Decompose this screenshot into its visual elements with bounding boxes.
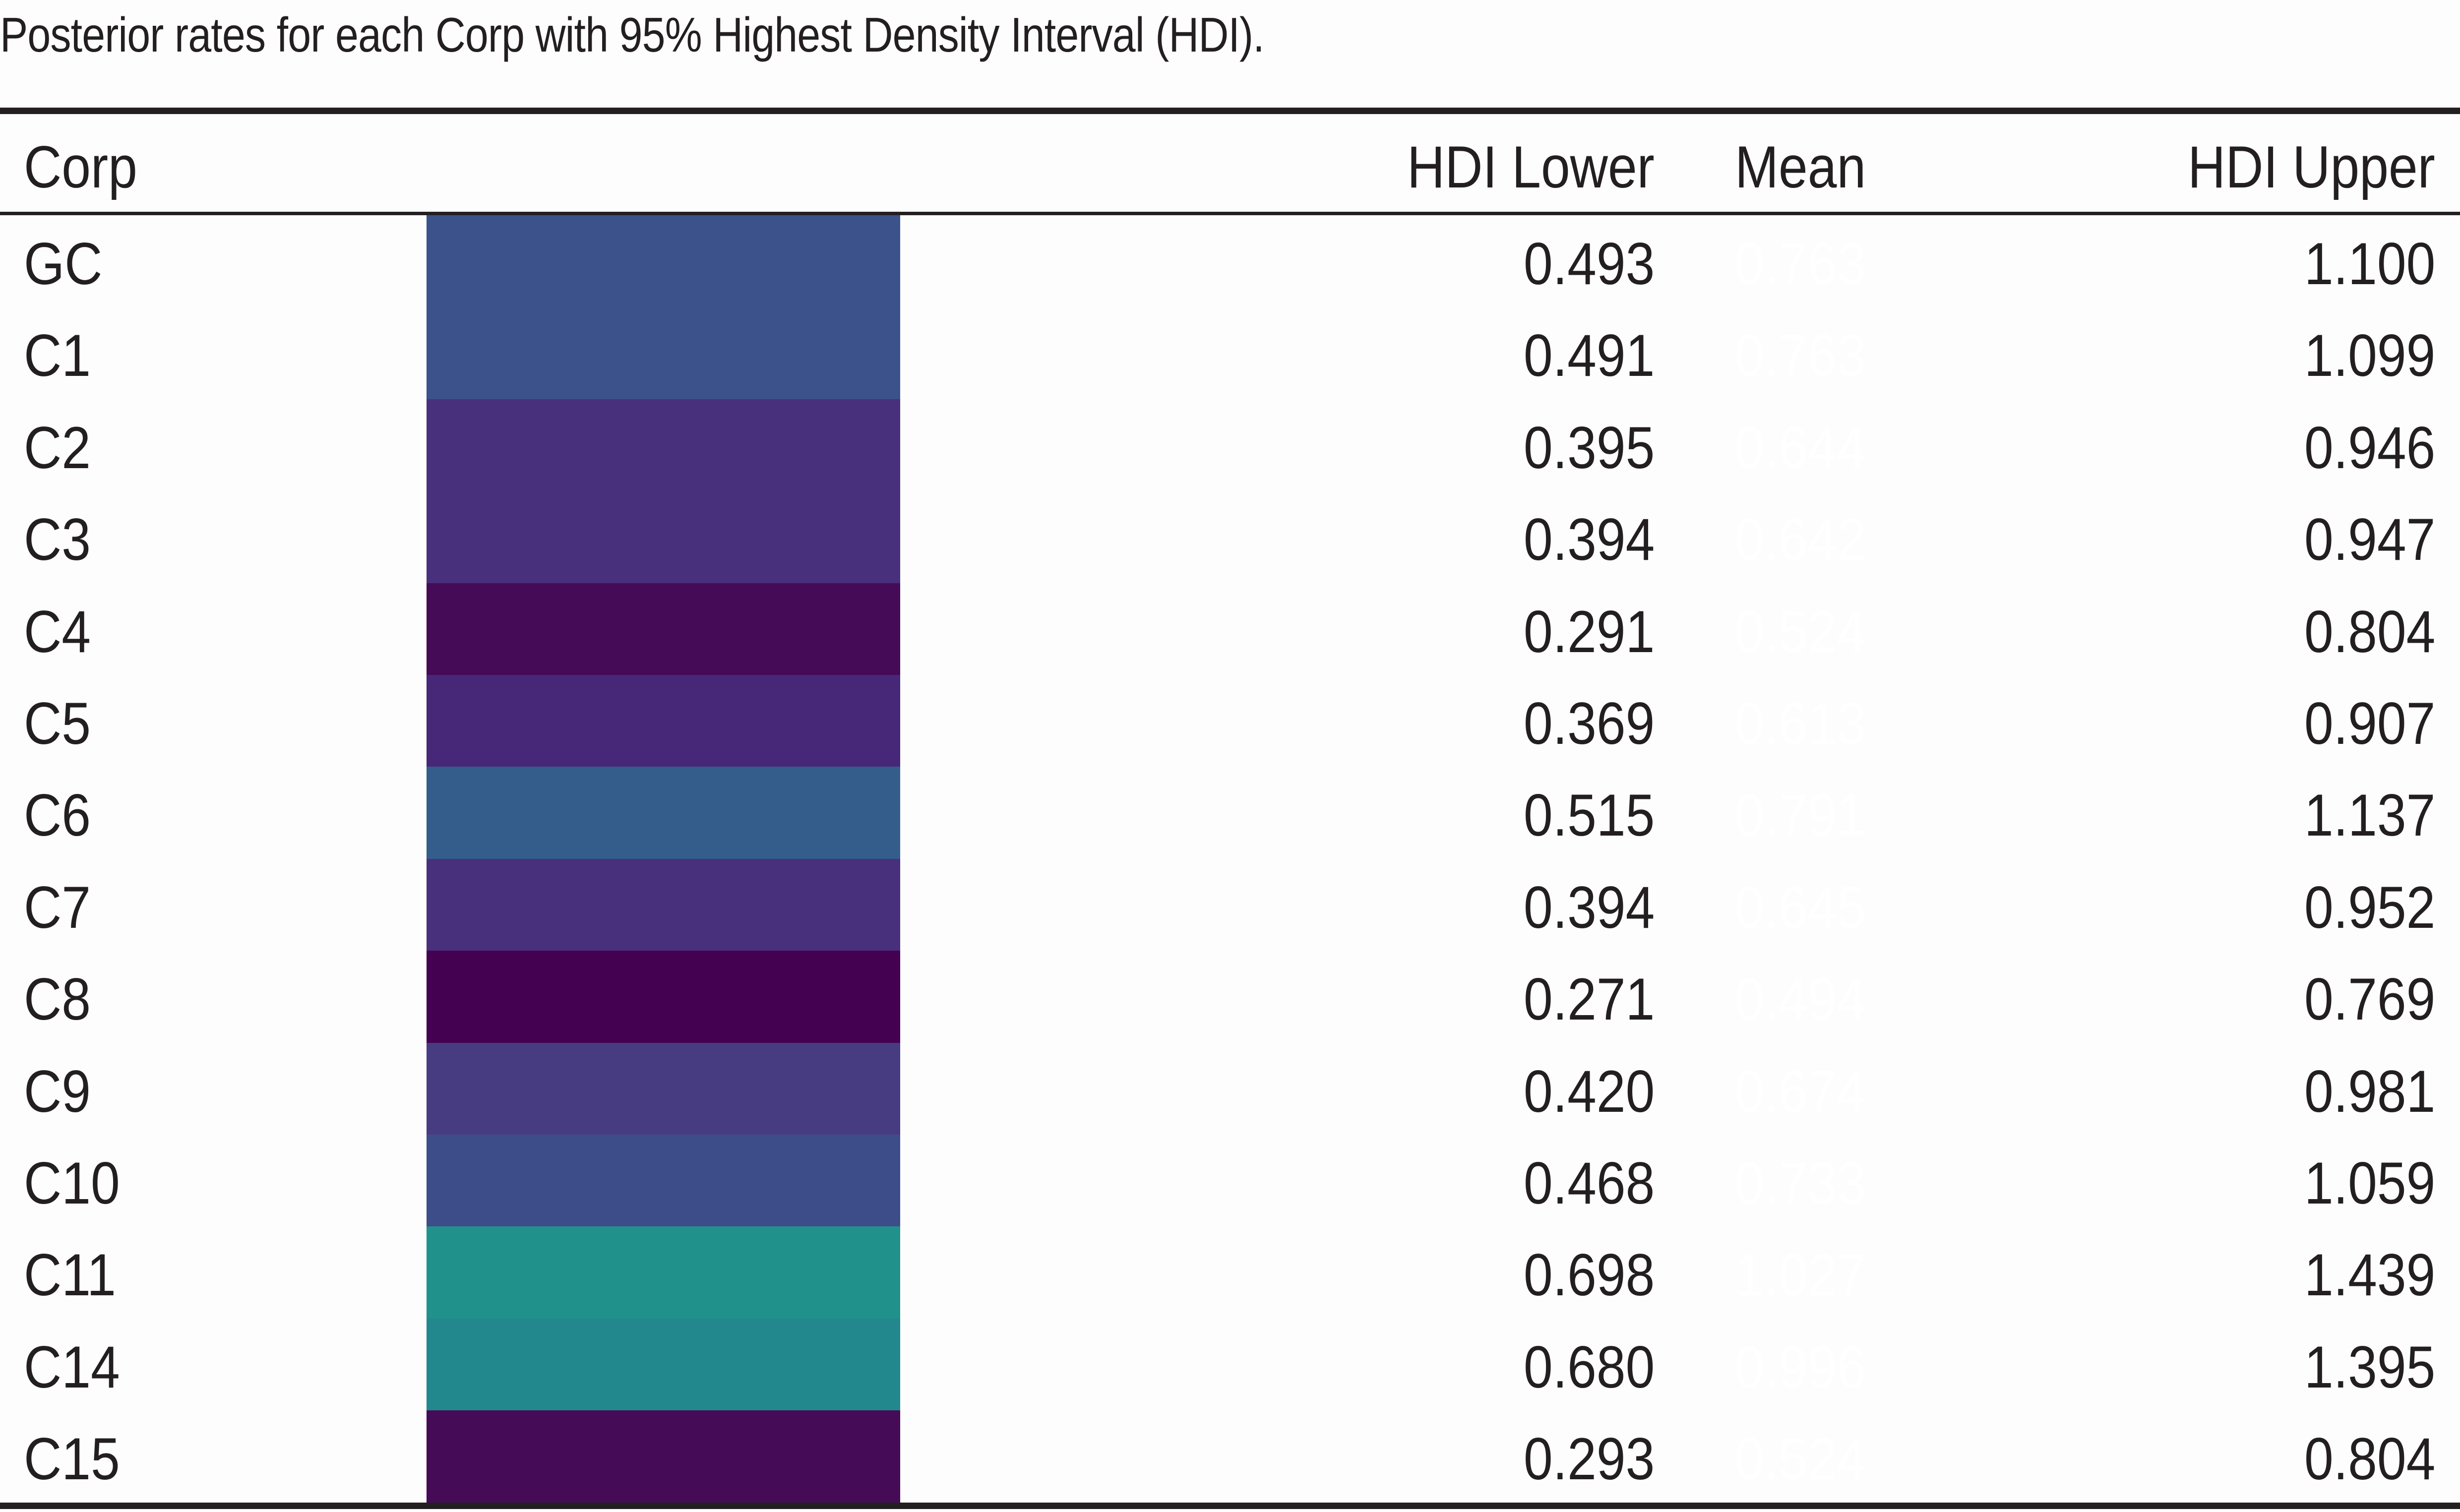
mean-heat-cell xyxy=(427,1226,900,1319)
table-top-rule xyxy=(0,108,2460,114)
cell-mean: 0.642 xyxy=(1734,506,1866,573)
cell-hdi-lower: 0.394 xyxy=(1523,874,1655,941)
mean-heat-cell xyxy=(427,1042,900,1135)
cell-mean: 0.996 xyxy=(1734,1333,1866,1400)
table-row: C8 0.494 0.271 0.769 xyxy=(0,951,2460,1043)
cell-corp: C10 xyxy=(24,1150,120,1216)
mean-heat-cell xyxy=(427,1135,900,1227)
cell-mean: 0.494 xyxy=(1734,966,1866,1033)
cell-corp: C4 xyxy=(24,598,91,665)
header-hdi-upper: HDI Upper xyxy=(2188,134,2435,200)
header-hdi-lower: HDI Lower xyxy=(1407,134,1655,200)
cell-hdi-upper: 0.804 xyxy=(2304,598,2435,665)
cell-corp: C3 xyxy=(24,506,91,573)
cell-hdi-lower: 0.271 xyxy=(1523,966,1655,1033)
cell-mean: 0.645 xyxy=(1734,874,1866,941)
cell-hdi-lower: 0.515 xyxy=(1523,782,1655,849)
cell-mean: 0.763 xyxy=(1734,322,1866,389)
cell-mean: 0.791 xyxy=(1734,782,1866,849)
cell-hdi-upper: 0.952 xyxy=(2304,874,2435,941)
cell-corp: GC xyxy=(24,231,103,297)
cell-hdi-lower: 0.493 xyxy=(1523,231,1655,297)
cell-hdi-lower: 0.491 xyxy=(1523,322,1655,389)
cell-hdi-upper: 0.769 xyxy=(2304,966,2435,1033)
mean-heat-cell xyxy=(427,767,900,859)
table-caption: Posterior rates for each Corp with 95% H… xyxy=(0,7,1265,62)
table-header-row: Corp Mean HDI Lower HDI Upper xyxy=(0,115,2460,212)
cell-hdi-lower: 0.394 xyxy=(1523,506,1655,573)
cell-mean: 0.524 xyxy=(1734,1426,1866,1493)
mean-heat-cell xyxy=(427,858,900,951)
cell-hdi-upper: 0.946 xyxy=(2304,414,2435,481)
cell-hdi-lower: 0.395 xyxy=(1523,414,1655,481)
cell-hdi-upper: 0.981 xyxy=(2304,1058,2435,1125)
cell-corp: C14 xyxy=(24,1333,120,1400)
cell-corp: C9 xyxy=(24,1058,91,1125)
mean-heat-cell xyxy=(427,1410,900,1503)
cell-hdi-upper: 1.100 xyxy=(2304,231,2435,297)
cell-corp: C5 xyxy=(24,690,91,757)
cell-hdi-upper: 0.804 xyxy=(2304,1426,2435,1493)
table-row: C9 0.674 0.420 0.981 xyxy=(0,1042,2460,1135)
cell-hdi-upper: 1.099 xyxy=(2304,322,2435,389)
cell-mean: 0.613 xyxy=(1734,690,1866,757)
mean-heat-cell xyxy=(427,951,900,1043)
mean-heat-cell xyxy=(427,399,900,491)
cell-corp: C15 xyxy=(24,1426,120,1493)
mean-heat-cell xyxy=(427,491,900,584)
cell-hdi-upper: 1.395 xyxy=(2304,1333,2435,1400)
cell-corp: C1 xyxy=(24,322,91,389)
header-mean: Mean xyxy=(1734,134,1866,200)
cell-mean: 1.027 xyxy=(1734,1242,1866,1309)
table-row: C1 0.763 0.491 1.099 xyxy=(0,307,2460,400)
cell-hdi-upper: 1.059 xyxy=(2304,1150,2435,1216)
cell-hdi-lower: 0.420 xyxy=(1523,1058,1655,1125)
cell-mean: 0.763 xyxy=(1734,231,1866,297)
mean-heat-cell xyxy=(427,1318,900,1411)
mean-heat-cell xyxy=(427,583,900,675)
table-header-rule xyxy=(0,212,2460,215)
table-body: GC 0.763 0.493 1.100 C1 0.763 0.491 1.099 C2 0.64… xyxy=(0,215,2460,1503)
cell-corp: C2 xyxy=(24,414,91,481)
cell-hdi-lower: 0.698 xyxy=(1523,1242,1655,1309)
table-row: C14 0.996 0.680 1.395 xyxy=(0,1318,2460,1411)
cell-hdi-lower: 0.369 xyxy=(1523,690,1655,757)
table-row: C11 1.027 0.698 1.439 xyxy=(0,1226,2460,1319)
table-bottom-rule xyxy=(0,1503,2460,1509)
cell-hdi-upper: 0.947 xyxy=(2304,506,2435,573)
cell-hdi-lower: 0.468 xyxy=(1523,1150,1655,1216)
table-row: C6 0.791 0.515 1.137 xyxy=(0,767,2460,859)
mean-heat-cell xyxy=(427,215,900,307)
cell-mean: 0.674 xyxy=(1734,1058,1866,1125)
cell-hdi-lower: 0.291 xyxy=(1523,598,1655,665)
table-row: GC 0.763 0.493 1.100 xyxy=(0,215,2460,307)
table-row: C10 0.733 0.468 1.059 xyxy=(0,1135,2460,1227)
cell-hdi-upper: 0.907 xyxy=(2304,690,2435,757)
cell-mean: 0.524 xyxy=(1734,598,1866,665)
table-row: C5 0.613 0.369 0.907 xyxy=(0,675,2460,767)
cell-mean: 0.644 xyxy=(1734,414,1866,481)
cell-hdi-upper: 1.439 xyxy=(2304,1242,2435,1309)
cell-corp: C11 xyxy=(24,1242,116,1309)
cell-corp: C6 xyxy=(24,782,91,849)
table-row: C7 0.645 0.394 0.952 xyxy=(0,858,2460,951)
cell-hdi-upper: 1.137 xyxy=(2304,782,2435,849)
table-row: C3 0.642 0.394 0.947 xyxy=(0,491,2460,584)
table-row: C15 0.524 0.293 0.804 xyxy=(0,1410,2460,1503)
cell-hdi-lower: 0.680 xyxy=(1523,1333,1655,1400)
header-corp: Corp xyxy=(24,134,137,200)
mean-heat-cell xyxy=(427,307,900,400)
mean-heat-cell xyxy=(427,675,900,767)
cell-corp: C8 xyxy=(24,966,91,1033)
table-row: C2 0.644 0.395 0.946 xyxy=(0,399,2460,491)
cell-mean: 0.733 xyxy=(1734,1150,1866,1216)
cell-corp: C7 xyxy=(24,874,91,941)
table-row: C4 0.524 0.291 0.804 xyxy=(0,583,2460,675)
cell-hdi-lower: 0.293 xyxy=(1523,1426,1655,1493)
